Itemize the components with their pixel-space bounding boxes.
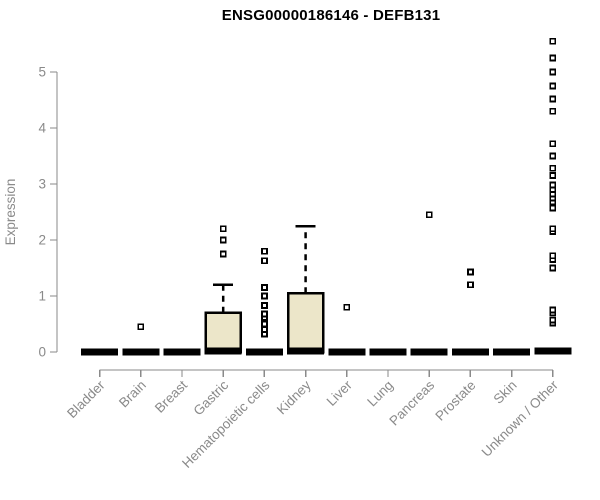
boxplot-hematopoietic-cells <box>245 247 283 356</box>
x-tick-label-gastric: Gastric <box>190 377 231 418</box>
x-tick-label-liver: Liver <box>324 377 356 409</box>
outlier-point <box>137 323 145 331</box>
outlier-point <box>549 252 557 260</box>
boxplot-brain <box>122 323 160 356</box>
outlier-point <box>549 54 557 62</box>
y-tick-label: 2 <box>38 233 46 248</box>
boxplot-kidney <box>286 224 325 355</box>
outlier-point <box>549 95 557 103</box>
outlier-point <box>260 310 268 318</box>
outlier-point <box>260 326 268 334</box>
outlier-point <box>549 152 557 160</box>
outlier-point <box>260 302 268 309</box>
boxplot-unknown-other <box>534 37 572 355</box>
outlier-point <box>219 236 227 244</box>
outlier-point <box>219 225 227 233</box>
outlier-point <box>260 284 268 292</box>
outlier-point <box>466 268 474 276</box>
outlier-point <box>425 211 433 219</box>
outlier-point <box>549 68 557 76</box>
y-tick-label: 5 <box>38 65 46 80</box>
outlier-point <box>343 303 351 311</box>
outlier-point <box>260 292 268 300</box>
y-axis-title: Expression <box>3 179 18 246</box>
outlier-point <box>466 281 474 289</box>
boxplot-liver <box>328 303 366 356</box>
x-tick-label-pancreas: Pancreas <box>386 377 437 428</box>
y-tick-label: 0 <box>38 345 46 360</box>
boxplot-prostate <box>451 268 489 356</box>
outlier-point <box>549 37 557 45</box>
outlier-point <box>260 320 268 328</box>
y-tick-label: 1 <box>38 289 46 304</box>
chart-title: ENSG00000186146 - DEFB131 <box>221 7 441 24</box>
y-tick-label: 4 <box>38 121 46 136</box>
boxplot-pancreas <box>410 211 448 356</box>
box <box>204 311 242 354</box>
outlier-point <box>260 257 268 265</box>
outlier-point <box>549 140 557 148</box>
x-tick-label-bladder: Bladder <box>64 377 108 421</box>
outlier-point <box>549 107 557 115</box>
outlier-point <box>549 181 557 189</box>
outlier-point <box>549 172 557 180</box>
y-tick-label: 3 <box>38 177 46 192</box>
outlier-point <box>549 204 557 212</box>
outlier-point <box>219 250 227 258</box>
outlier-point <box>549 316 557 324</box>
x-tick-label-unknown-other: Unknown / Other <box>479 377 562 460</box>
x-tick-label-breast: Breast <box>152 377 190 415</box>
outlier-point <box>549 264 557 272</box>
boxplot-gastric <box>204 225 242 355</box>
x-tick-label-kidney: Kidney <box>274 377 314 417</box>
box <box>286 291 325 354</box>
outlier-point <box>549 164 557 172</box>
x-tick-label-prostate: Prostate <box>432 378 478 424</box>
y-axis: 0 1 2 3 4 5 Expression <box>3 65 58 360</box>
outlier-point <box>549 306 557 314</box>
outlier-point <box>549 82 557 90</box>
x-tick-label-lung: Lung <box>364 378 396 410</box>
outlier-point <box>260 247 268 255</box>
outlier-point <box>549 225 557 233</box>
x-tick-label-skin: Skin <box>491 378 520 407</box>
x-tick-label-brain: Brain <box>116 378 149 411</box>
